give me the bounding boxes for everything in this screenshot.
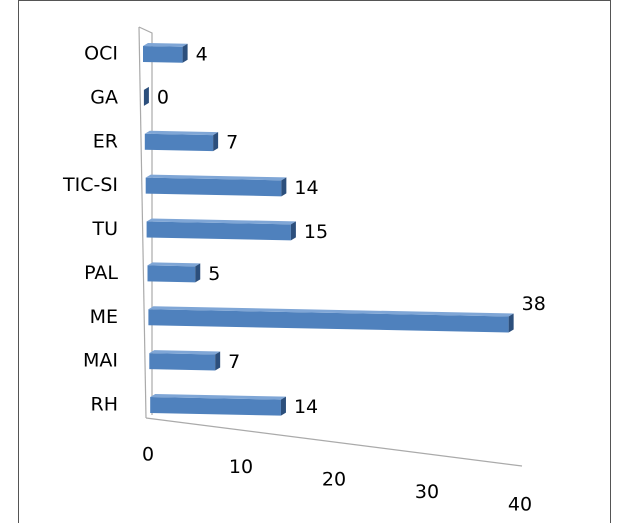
bar-face	[143, 46, 183, 63]
data-label: 14	[294, 177, 318, 199]
x-tick-label: 30	[415, 481, 439, 503]
y-tick-label: TU	[91, 218, 118, 240]
x-tick-label: 20	[322, 469, 346, 491]
data-label: 14	[294, 396, 318, 418]
bar	[143, 86, 149, 106]
bar-face	[147, 265, 196, 283]
data-label: 0	[157, 86, 169, 108]
bar-face	[144, 130, 219, 136]
data-label: 7	[228, 351, 240, 373]
y-tick-label: OCI	[84, 43, 118, 65]
bar-face	[143, 86, 149, 106]
bar-face	[147, 262, 201, 267]
y-tick-label: PAL	[84, 262, 118, 284]
data-label: 4	[196, 43, 208, 65]
bar-face	[150, 394, 286, 400]
data-label: 15	[304, 221, 328, 243]
bar-face	[182, 43, 188, 63]
bar-face	[215, 351, 221, 371]
bar-face	[280, 396, 286, 416]
x-tick-label: 10	[229, 456, 253, 478]
bar	[145, 174, 287, 197]
bar	[144, 130, 219, 152]
floor-edge	[145, 417, 523, 467]
y-tick-label: RH	[91, 394, 119, 416]
data-label: 7	[226, 132, 238, 154]
left-wall	[138, 26, 147, 419]
y-tick-label: ER	[93, 130, 118, 152]
bar-face	[149, 353, 216, 371]
bar-face	[148, 306, 514, 317]
bar-face	[148, 309, 509, 333]
bar	[147, 262, 201, 283]
bar-face	[508, 313, 514, 333]
chart-frame	[18, 0, 611, 523]
bar-face	[150, 397, 281, 416]
bar	[150, 394, 286, 416]
back-wall	[138, 26, 153, 415]
y-tick-label: GA	[90, 86, 118, 108]
bar-face	[145, 174, 287, 181]
data-label: 5	[208, 263, 220, 285]
data-label: 38	[522, 293, 546, 315]
bar-face	[195, 263, 201, 283]
bar-face	[146, 218, 296, 225]
bar	[149, 350, 221, 371]
bar-face	[143, 43, 188, 47]
x-tick-label: 0	[142, 444, 154, 466]
y-tick-label: MAI	[83, 350, 118, 372]
bar-face	[146, 221, 291, 241]
bar	[148, 306, 514, 333]
bar-face	[213, 132, 219, 152]
bar-face	[144, 133, 214, 152]
bar	[143, 43, 188, 63]
bar-face	[149, 350, 221, 355]
bar-face	[145, 177, 282, 197]
bar-face	[290, 221, 296, 241]
x-tick-label: 40	[508, 494, 532, 516]
bar	[146, 218, 296, 241]
y-tick-label: TIC-SI	[62, 174, 118, 196]
y-tick-label: ME	[90, 306, 118, 328]
bar-face	[281, 177, 287, 197]
